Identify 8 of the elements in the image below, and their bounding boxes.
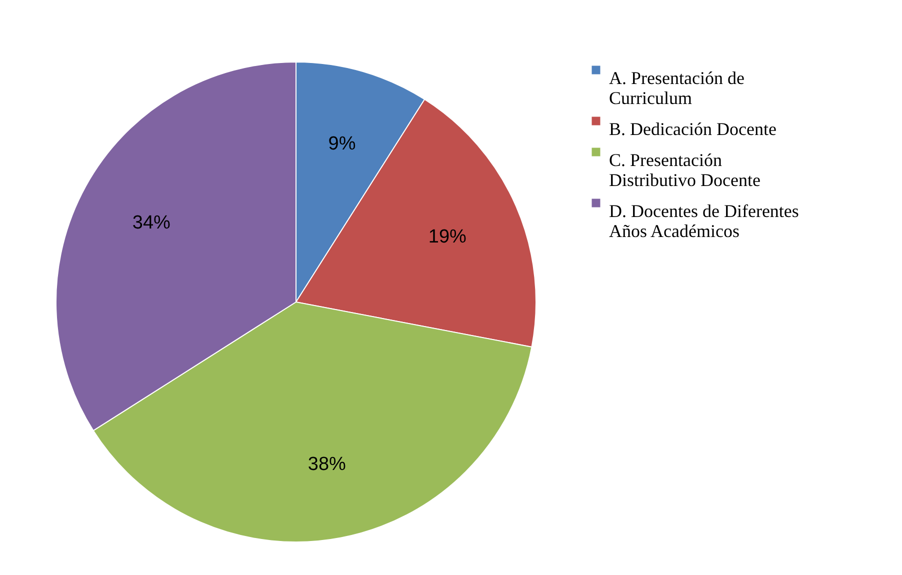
legend-label: B. Dedicación Docente (609, 119, 776, 139)
legend-label: A. Presentación de Curriculum (609, 68, 744, 108)
data-label: 19% (428, 226, 467, 248)
data-label: 34% (132, 212, 171, 234)
data-label: 9% (328, 134, 356, 155)
legend-label: C. Presentación Distributivo Docente (609, 150, 760, 190)
data-label: 38% (308, 454, 346, 476)
legend-label: D. Docentes de Diferentes Años Académicos (609, 201, 799, 241)
